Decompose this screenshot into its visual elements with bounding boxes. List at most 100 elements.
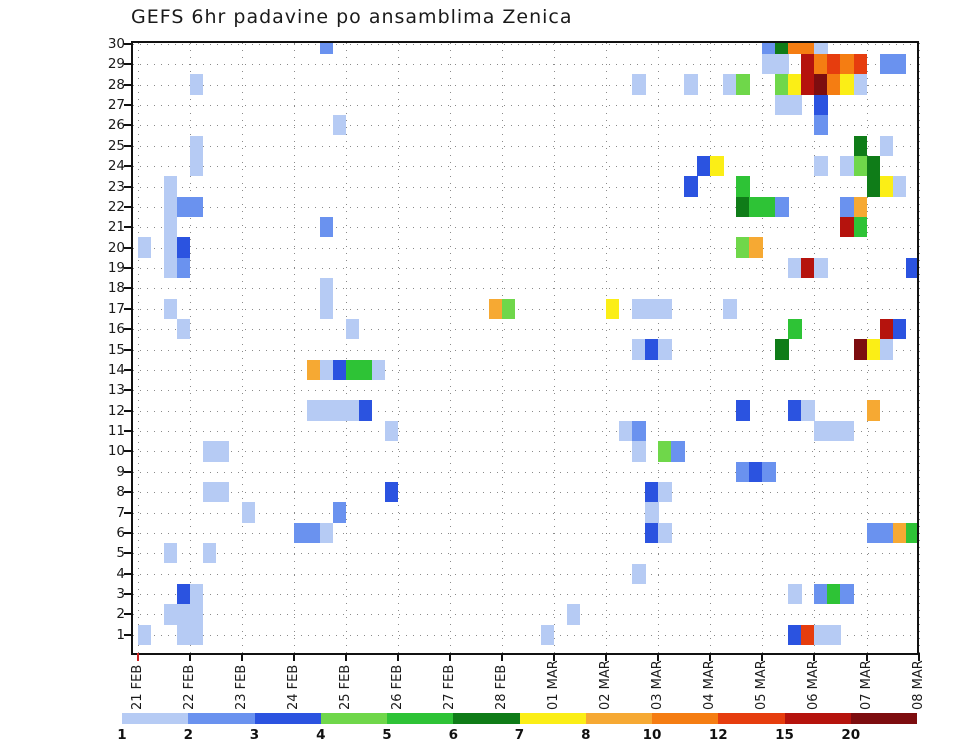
heatmap-cell bbox=[189, 624, 203, 645]
y-axis-label: 2 bbox=[116, 606, 125, 623]
heatmap-cell bbox=[176, 583, 190, 605]
heatmap-cell bbox=[801, 624, 815, 645]
colorbar-label: 5 bbox=[382, 727, 392, 742]
heatmap-cell bbox=[827, 624, 841, 645]
colorbar-label: 1 bbox=[117, 727, 127, 742]
heatmap-cell bbox=[658, 441, 672, 462]
heatmap-cell bbox=[632, 563, 646, 584]
heatmap-cell bbox=[788, 400, 802, 421]
h-gridline bbox=[133, 573, 917, 575]
heatmap-cell bbox=[306, 522, 321, 544]
heatmap-cell bbox=[645, 502, 659, 523]
heatmap-cell bbox=[762, 196, 776, 217]
h-gridline bbox=[133, 512, 917, 514]
heatmap-cell bbox=[892, 176, 906, 197]
heatmap-cell bbox=[489, 298, 503, 319]
v-gridline bbox=[554, 43, 556, 653]
heatmap-cell bbox=[879, 176, 893, 197]
y-axis-label: 22 bbox=[107, 198, 125, 215]
y-axis-label: 25 bbox=[107, 137, 125, 154]
h-gridline bbox=[133, 308, 917, 310]
x-axis-label: 26 FEB bbox=[389, 664, 405, 710]
heatmap-cell bbox=[176, 318, 190, 340]
heatmap-cell bbox=[762, 43, 776, 54]
h-gridline bbox=[133, 329, 917, 331]
heatmap-cell bbox=[840, 155, 854, 177]
heatmap-cell bbox=[892, 318, 906, 340]
heatmap-cell bbox=[215, 482, 229, 503]
heatmap-cell bbox=[189, 155, 203, 177]
h-gridline bbox=[133, 145, 917, 147]
y-axis-tick bbox=[124, 42, 131, 45]
heatmap-cell bbox=[853, 196, 867, 217]
heatmap-cell bbox=[879, 339, 893, 360]
v-gridline bbox=[449, 43, 451, 653]
h-gridline bbox=[133, 166, 917, 168]
colorbar-label: 20 bbox=[841, 727, 861, 742]
heatmap-cell bbox=[215, 441, 229, 462]
y-axis-tick bbox=[124, 491, 131, 494]
colorbar-segment bbox=[387, 713, 454, 724]
heatmap-cell bbox=[853, 54, 867, 75]
heatmap-cell bbox=[332, 115, 347, 136]
y-axis-tick bbox=[124, 430, 131, 432]
heatmap-cell bbox=[319, 217, 334, 238]
y-axis-label: 9 bbox=[116, 463, 125, 480]
y-axis-tick bbox=[124, 450, 131, 453]
heatmap-cell bbox=[814, 43, 828, 54]
heatmap-cell bbox=[840, 54, 854, 75]
heatmap-cell bbox=[345, 318, 360, 340]
y-axis-label: 27 bbox=[107, 96, 125, 113]
heatmap-cell bbox=[163, 196, 177, 217]
heatmap-cell bbox=[853, 217, 867, 238]
heatmap-cell bbox=[853, 74, 867, 95]
heatmap-cell bbox=[788, 583, 802, 605]
h-gridline bbox=[133, 369, 917, 371]
y-axis-label: 3 bbox=[116, 586, 125, 603]
colorbar-label: 12 bbox=[708, 727, 728, 742]
y-axis-label: 23 bbox=[107, 178, 125, 195]
h-gridline bbox=[133, 410, 917, 412]
y-axis-label: 19 bbox=[107, 260, 125, 276]
x-axis-tick bbox=[761, 653, 764, 661]
heatmap-cell bbox=[788, 43, 802, 54]
y-axis-label: 30 bbox=[107, 35, 125, 52]
y-axis-label: 18 bbox=[107, 280, 125, 297]
y-axis-tick bbox=[124, 613, 131, 616]
v-gridline bbox=[397, 43, 399, 653]
heatmap-cell bbox=[762, 461, 776, 482]
y-axis-tick bbox=[124, 287, 131, 290]
v-gridline bbox=[918, 43, 920, 653]
heatmap-cell bbox=[176, 604, 190, 625]
heatmap-cell bbox=[866, 522, 880, 544]
heatmap-cell bbox=[801, 400, 815, 421]
y-axis-label: 4 bbox=[116, 565, 125, 582]
heatmap-cell bbox=[541, 624, 555, 645]
x-axis-label: 03 MAR bbox=[650, 660, 666, 710]
heatmap-cell bbox=[814, 155, 828, 177]
heatmap-cell bbox=[645, 298, 659, 319]
h-gridline bbox=[133, 288, 917, 290]
heatmap-cell bbox=[775, 339, 789, 360]
heatmap-cell bbox=[788, 624, 802, 645]
x-axis-tick bbox=[136, 653, 139, 661]
x-axis-tick bbox=[553, 653, 556, 661]
heatmap-cell bbox=[658, 522, 672, 544]
heatmap-cell bbox=[827, 74, 841, 95]
heatmap-cell bbox=[645, 339, 659, 360]
heatmap-cell bbox=[163, 217, 177, 238]
h-gridline bbox=[133, 84, 917, 86]
heatmap-cell bbox=[176, 196, 190, 217]
heatmap-cell bbox=[384, 482, 399, 503]
y-axis-label: 13 bbox=[107, 382, 125, 399]
heatmap-cell bbox=[814, 74, 828, 95]
heatmap-cell bbox=[736, 74, 750, 95]
heatmap-cell bbox=[684, 74, 698, 95]
y-axis-tick bbox=[124, 307, 131, 310]
colorbar-segment bbox=[320, 713, 388, 724]
colorbar-segment bbox=[519, 713, 587, 724]
heatmap-cell bbox=[788, 74, 802, 95]
heatmap-cell bbox=[619, 420, 633, 442]
x-axis-tick bbox=[605, 653, 608, 661]
y-axis-tick bbox=[124, 409, 131, 412]
